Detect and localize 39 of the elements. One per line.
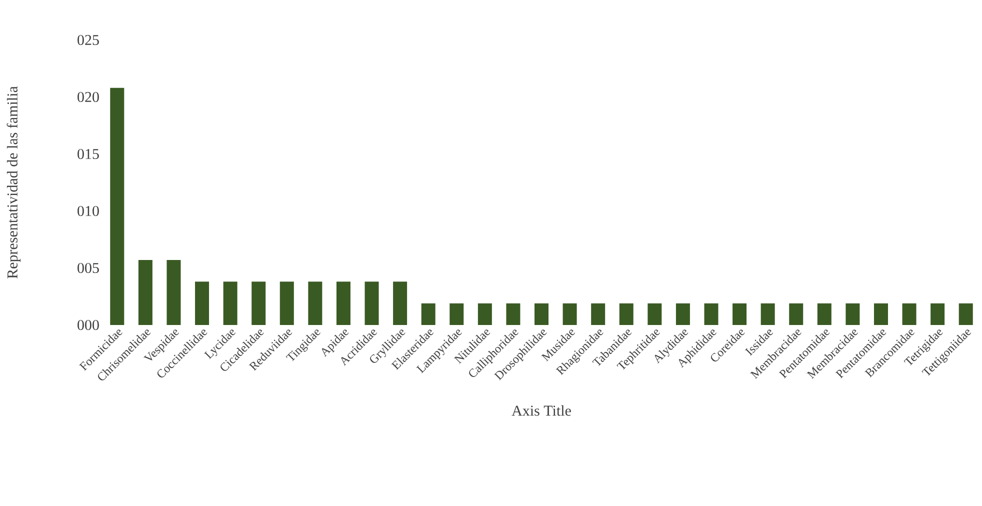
bar [478,303,492,325]
y-axis-title: Representatividad de las familia [6,86,21,278]
bar [450,303,464,325]
bar [704,303,718,325]
bar [223,282,238,325]
bar [252,282,266,325]
bar [902,303,916,325]
bar [817,303,832,325]
x-axis-title: Axis Title [512,405,571,416]
bar [591,303,606,325]
bar [619,303,634,325]
bar [874,303,888,325]
bar [336,282,350,325]
bar [110,88,124,325]
bar [846,303,860,325]
bar [676,303,690,325]
y-tick-label: 015 [78,148,99,160]
bar [648,303,662,325]
y-tick-label: 000 [78,320,99,330]
bar [195,282,210,325]
bar [506,303,520,325]
bar [166,260,181,325]
y-tick-label: 025 [78,34,99,46]
bar [308,282,322,325]
y-tick-label: 020 [78,92,99,102]
bar [280,282,294,325]
y-tick-label: 010 [78,206,99,216]
bar [534,303,549,325]
bar [930,303,945,325]
y-tick-label: 005 [78,262,99,274]
bar [421,303,436,325]
bar [393,282,408,325]
bar [760,303,775,325]
bar [958,303,973,325]
bar [364,282,379,325]
bar [138,260,152,325]
bar [562,303,577,325]
bar [789,303,804,325]
bar [732,303,747,325]
